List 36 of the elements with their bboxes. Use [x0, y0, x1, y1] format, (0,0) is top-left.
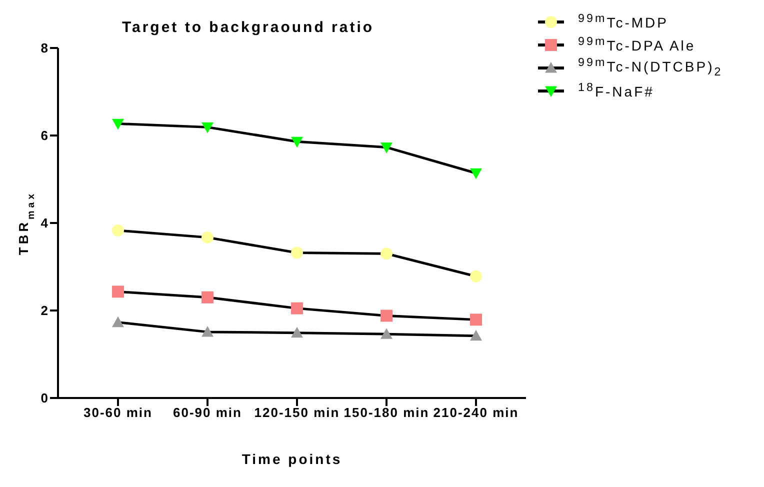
y-tick-label: 8 — [40, 40, 48, 56]
legend-label: $^{99m}$Tc-N(DTCBP)$_{2}$ — [578, 56, 723, 79]
y-tick-label: 0 — [40, 390, 48, 406]
point — [380, 142, 392, 154]
x-tick-label: 210-240 min — [433, 405, 519, 420]
point — [291, 246, 303, 259]
chart-title: Target to backgraound ratio — [122, 19, 374, 36]
y-tick-label: 4 — [40, 216, 49, 231]
y-tick-label: 2 — [40, 303, 48, 318]
point — [380, 310, 392, 322]
x-tick-label: 150-180 min — [344, 405, 430, 420]
point — [112, 286, 124, 298]
point — [112, 118, 124, 130]
point — [202, 326, 214, 337]
x-axis-title: Time points — [242, 451, 342, 467]
legend-label: $^{18}$F-NaF# — [578, 81, 654, 100]
point — [112, 224, 124, 236]
point — [202, 231, 214, 244]
point — [380, 328, 392, 339]
point — [291, 326, 303, 338]
point — [470, 168, 482, 180]
point — [202, 291, 214, 304]
x-tick-label: 60-90 min — [173, 405, 242, 420]
point — [470, 330, 482, 341]
point — [291, 302, 303, 314]
point — [470, 270, 482, 282]
x-tick-label: 120-150 min — [254, 405, 340, 420]
point — [380, 248, 392, 260]
x-tick-label: 30-60 min — [84, 405, 152, 420]
point — [470, 314, 482, 326]
point — [202, 122, 214, 134]
point — [291, 136, 303, 148]
y-tick-label: 6 — [40, 128, 48, 144]
legend-label: $^{99m}$Tc-MDP — [578, 12, 668, 31]
legend-label: $^{99m}$Tc-DPA Ale — [578, 35, 696, 54]
point — [112, 316, 124, 328]
